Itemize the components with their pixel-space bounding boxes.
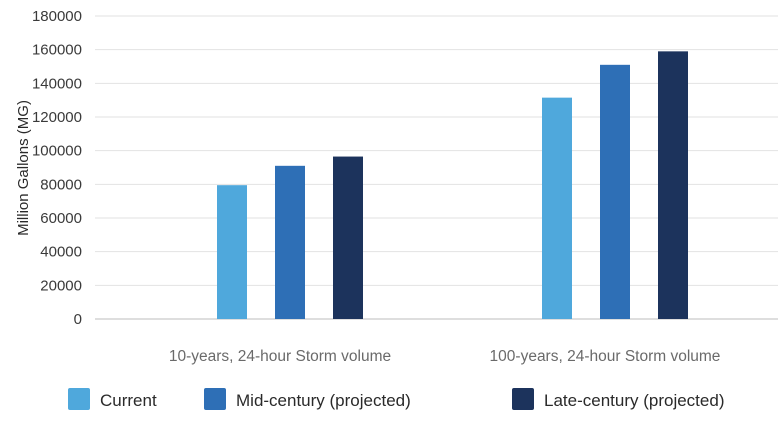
bar-mid-century-projected-2 (600, 64, 630, 319)
gridlines (95, 15, 778, 320)
y-axis-title: Million Gallons (MG) (15, 100, 32, 236)
legend-label: Current (100, 391, 157, 410)
x-category-labels: 10-years, 24-hour Storm volume 100-years,… (169, 348, 721, 365)
legend-swatch (68, 388, 90, 410)
legend: Current Mid-century (projected) Late-centu… (68, 388, 724, 410)
y-tick-label: 160000 (32, 42, 82, 59)
bar-current-2 (542, 97, 572, 320)
bar-current-1 (217, 185, 247, 319)
legend-swatch (512, 388, 534, 410)
y-tick-label: 80000 (40, 176, 82, 193)
y-tick-label: 100000 (32, 143, 82, 160)
bar-late-century-projected-1 (333, 156, 363, 319)
y-tick-label: 40000 (40, 244, 82, 261)
x-category-label: 10-years, 24-hour Storm volume (169, 348, 391, 365)
y-tick-label: 60000 (40, 210, 82, 227)
bars (217, 51, 688, 320)
bar-mid-century-projected-1 (275, 165, 305, 319)
x-category-label: 100-years, 24-hour Storm volume (490, 348, 721, 365)
y-tick-label: 140000 (32, 75, 82, 92)
y-tick-labels: 0 20000 40000 60000 80000 100000 120000 140000 1… (32, 8, 82, 328)
legend-label: Late-century (projected) (544, 391, 724, 410)
legend-swatch (204, 388, 226, 410)
y-tick-label: 0 (74, 311, 82, 328)
legend-label: Mid-century (projected) (236, 391, 411, 410)
y-tick-label: 20000 (40, 277, 82, 294)
y-tick-label: 120000 (32, 109, 82, 126)
bar-late-century-projected-2 (658, 51, 688, 319)
y-tick-label: 180000 (32, 8, 82, 25)
